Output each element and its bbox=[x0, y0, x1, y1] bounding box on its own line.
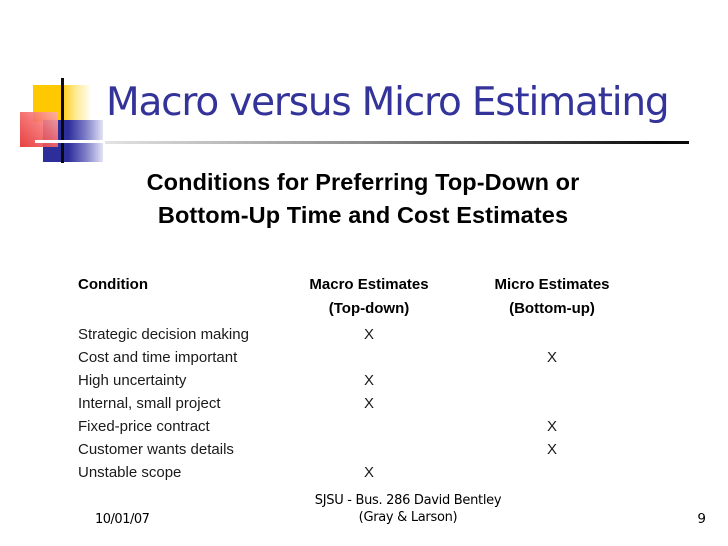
row-micro-mark: X bbox=[546, 349, 557, 366]
table-subheader-row: (Top-down) (Bottom-up) bbox=[0, 300, 728, 320]
table-header-macro: Macro Estimates bbox=[309, 276, 429, 293]
table-row: High uncertainty X bbox=[0, 372, 728, 392]
row-macro-mark: X bbox=[363, 395, 374, 412]
row-condition: Fixed-price contract bbox=[78, 418, 210, 435]
footer-course-info: SJSU - Bus. 286 David Bentley (Gray & La… bbox=[268, 493, 548, 526]
slide-page-number: 9 bbox=[697, 511, 706, 527]
decoration-white-line bbox=[35, 140, 105, 143]
table-subheader-macro: (Top-down) bbox=[328, 300, 410, 317]
row-macro-mark: X bbox=[363, 464, 374, 481]
table-row: Cost and time important X bbox=[0, 349, 728, 369]
row-condition: Strategic decision making bbox=[78, 326, 249, 343]
row-micro-mark: X bbox=[546, 441, 557, 458]
row-micro-mark: X bbox=[546, 418, 557, 435]
row-condition: Unstable scope bbox=[78, 464, 182, 481]
row-condition: Customer wants details bbox=[78, 441, 234, 458]
table-header-row: Condition Macro Estimates Micro Estimate… bbox=[0, 276, 728, 296]
table-header-micro: Micro Estimates bbox=[494, 276, 610, 293]
slide-subtitle: Conditions for Preferring Top-Down or Bo… bbox=[0, 166, 726, 232]
row-condition: Internal, small project bbox=[78, 395, 221, 412]
decoration-vertical-line bbox=[61, 78, 64, 163]
row-macro-mark: X bbox=[363, 326, 374, 343]
table-row: Unstable scope X bbox=[0, 464, 728, 484]
table-row: Strategic decision making X bbox=[0, 326, 728, 346]
footer-course-line-2: (Gray & Larson) bbox=[358, 509, 458, 525]
table-row: Fixed-price contract X bbox=[0, 418, 728, 438]
subtitle-line-1: Conditions for Preferring Top-Down or bbox=[146, 169, 580, 195]
table-subheader-micro: (Bottom-up) bbox=[509, 300, 595, 317]
subtitle-line-2: Bottom-Up Time and Cost Estimates bbox=[157, 202, 569, 228]
footer-course-line-1: SJSU - Bus. 286 David Bentley bbox=[314, 493, 502, 508]
footer-date: 10/01/07 bbox=[95, 512, 150, 527]
table-row: Internal, small project X bbox=[0, 395, 728, 415]
row-macro-mark: X bbox=[363, 372, 374, 389]
table-row: Customer wants details X bbox=[0, 441, 728, 461]
row-condition: Cost and time important bbox=[78, 349, 238, 366]
title-underline-rule bbox=[105, 141, 689, 144]
row-condition: High uncertainty bbox=[78, 372, 187, 389]
table-header-condition: Condition bbox=[78, 276, 148, 293]
slide-title: Macro versus Micro Estimating bbox=[106, 80, 670, 125]
